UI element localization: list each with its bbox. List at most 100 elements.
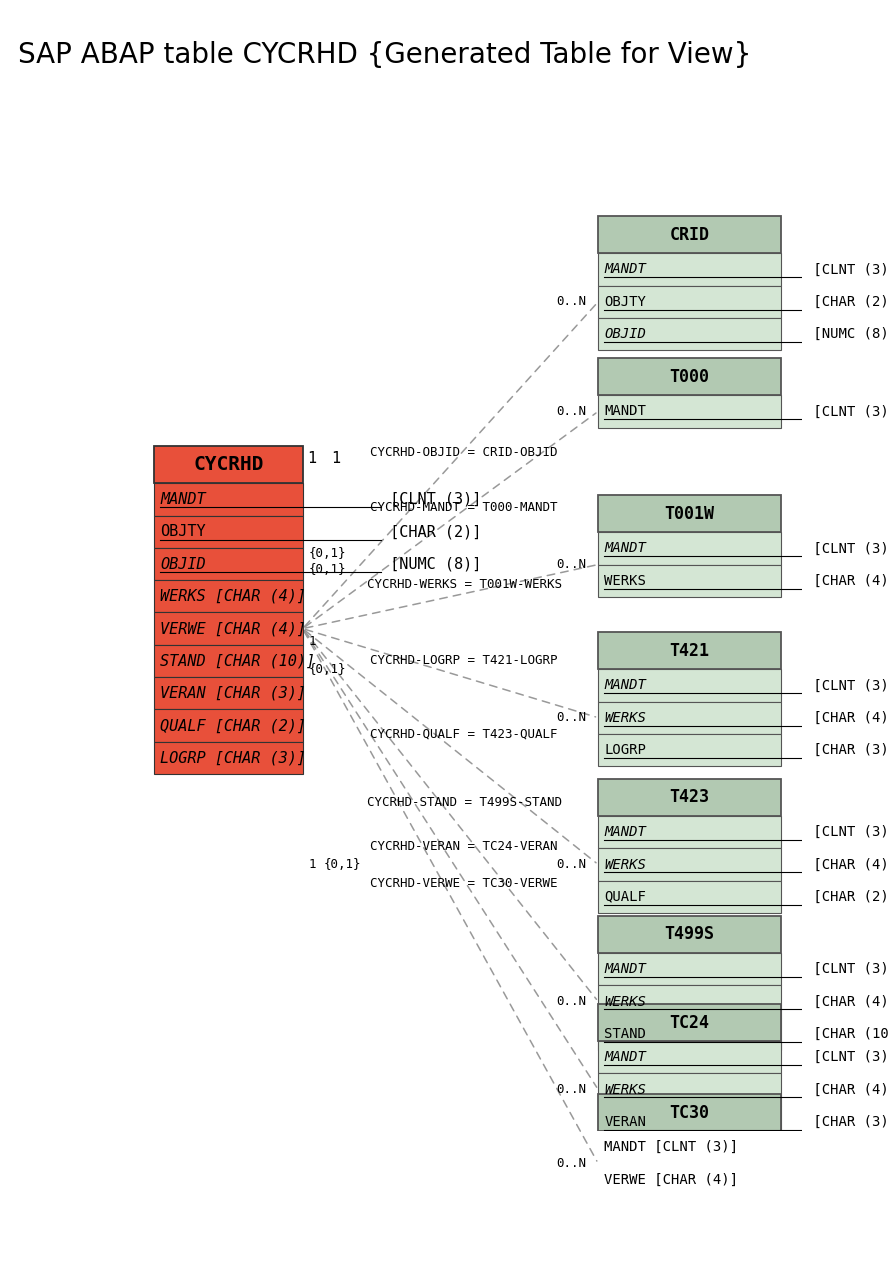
Text: {0,1}: {0,1} [308,662,346,676]
Text: T000: T000 [670,367,710,385]
Text: OBJID: OBJID [160,557,206,572]
Text: OBJID: OBJID [604,327,646,341]
Text: [CLNT (3)]: [CLNT (3)] [805,541,891,555]
Text: CRID: CRID [670,226,710,244]
Text: WERKS: WERKS [604,858,646,872]
Text: WERKS: WERKS [604,710,646,724]
Bar [154,709,303,742]
Text: MANDT: MANDT [604,825,646,839]
Text: WERKS: WERKS [604,994,646,1008]
Text: 1: 1 [308,858,315,872]
Bar [154,483,303,516]
Text: [CHAR (4)]: [CHAR (4)] [805,994,891,1008]
Bar [154,446,303,483]
Bar [598,1131,781,1163]
Bar [598,632,781,670]
Text: [CHAR (2)]: [CHAR (2)] [805,890,891,904]
Bar [598,779,781,816]
Text: T499S: T499S [665,925,715,943]
Text: {0,1}: {0,1} [308,563,346,576]
Text: OBJTY: OBJTY [604,295,646,309]
Bar [598,916,781,953]
Text: CYCRHD-LOGRP = T421-LOGRP: CYCRHD-LOGRP = T421-LOGRP [371,655,558,667]
Text: CYCRHD-OBJID = CRID-OBJID: CYCRHD-OBJID = CRID-OBJID [371,446,558,459]
Text: WERKS: WERKS [604,1083,646,1097]
Bar [598,1163,781,1196]
Text: STAND [CHAR (10)]: STAND [CHAR (10)] [160,653,315,669]
Text: LOGRP [CHAR (3)]: LOGRP [CHAR (3)] [160,750,307,765]
Text: QUALF: QUALF [604,890,646,904]
Text: CYCRHD-STAND = T499S-STAND: CYCRHD-STAND = T499S-STAND [367,796,561,810]
Bar [598,985,781,1018]
Bar [598,358,781,395]
Text: VERAN: VERAN [604,1115,646,1129]
Text: 0..N: 0..N [556,712,585,724]
Bar [598,816,781,848]
Text: [CHAR (10)]: [CHAR (10)] [805,1027,891,1041]
Text: [CLNT (3)]: [CLNT (3)] [805,679,891,693]
Text: {0,1}: {0,1} [308,548,346,561]
Text: [CHAR (2)]: [CHAR (2)] [805,295,891,309]
Bar [598,286,781,318]
Bar [154,677,303,709]
Text: MANDT: MANDT [604,541,646,555]
Text: [CHAR (3)]: [CHAR (3)] [805,744,891,758]
Text: QUALF [CHAR (2)]: QUALF [CHAR (2)] [160,718,307,733]
Bar [598,318,781,351]
Text: WERKS: WERKS [604,573,646,587]
Text: [CLNT (3)]: [CLNT (3)] [805,404,891,418]
Text: CYCRHD-QUALF = T423-QUALF: CYCRHD-QUALF = T423-QUALF [371,728,558,741]
Bar [598,848,781,881]
Text: CYCRHD: CYCRHD [193,455,264,474]
Text: [CHAR (4)]: [CHAR (4)] [805,573,891,587]
Bar [598,533,781,564]
Text: [CLNT (3)]: [CLNT (3)] [805,1050,891,1064]
Text: 0..N: 0..N [556,295,585,309]
Text: [CHAR (3)]: [CHAR (3)] [805,1115,891,1129]
Text: [CLNT (3)]: [CLNT (3)] [805,263,891,277]
Bar [598,564,781,597]
Text: CYCRHD-MANDT = T000-MANDT: CYCRHD-MANDT = T000-MANDT [371,501,558,515]
Bar [154,548,303,580]
Text: VERWE [CHAR (4)]: VERWE [CHAR (4)] [160,622,307,637]
Text: [CHAR (2)]: [CHAR (2)] [380,524,481,539]
Text: [CLNT (3)]: [CLNT (3)] [805,962,891,976]
Text: OBJTY: OBJTY [160,524,206,539]
Bar [598,1106,781,1138]
Text: MANDT: MANDT [604,962,646,976]
Text: [NUMC (8)]: [NUMC (8)] [380,557,481,572]
Text: [NUMC (8)]: [NUMC (8)] [805,327,891,341]
Bar [598,494,781,533]
Bar [154,516,303,548]
Text: MANDT: MANDT [604,404,646,418]
Bar [598,702,781,733]
Bar [598,953,781,985]
Bar [154,742,303,774]
Text: SAP ABAP table CYCRHD {Generated Table for View}: SAP ABAP table CYCRHD {Generated Table f… [18,41,751,69]
Text: [CHAR (4)]: [CHAR (4)] [805,710,891,724]
Bar [154,580,303,613]
Bar [598,1004,781,1041]
Bar [598,881,781,913]
Bar [598,253,781,286]
Text: 1: 1 [331,450,340,465]
Text: [CLNT (3)]: [CLNT (3)] [380,492,481,507]
Text: 0..N: 0..N [556,1157,585,1171]
Text: MANDT: MANDT [604,263,646,277]
Text: T001W: T001W [665,505,715,522]
Text: STAND: STAND [604,1027,646,1041]
Bar [598,216,781,253]
Text: {0,1}: {0,1} [323,858,361,872]
Text: 1: 1 [307,450,316,465]
Text: MANDT: MANDT [604,679,646,693]
Text: MANDT: MANDT [160,492,206,507]
Bar [598,670,781,702]
Bar [598,395,781,427]
Text: T421: T421 [670,642,710,660]
Text: WERKS [CHAR (4)]: WERKS [CHAR (4)] [160,588,307,604]
Bar [598,1018,781,1050]
Text: 0..N: 0..N [556,995,585,1008]
Text: CYCRHD-VERWE = TC30-VERWE: CYCRHD-VERWE = TC30-VERWE [371,877,558,890]
Text: [CHAR (4)]: [CHAR (4)] [805,858,891,872]
Bar [598,1074,781,1106]
